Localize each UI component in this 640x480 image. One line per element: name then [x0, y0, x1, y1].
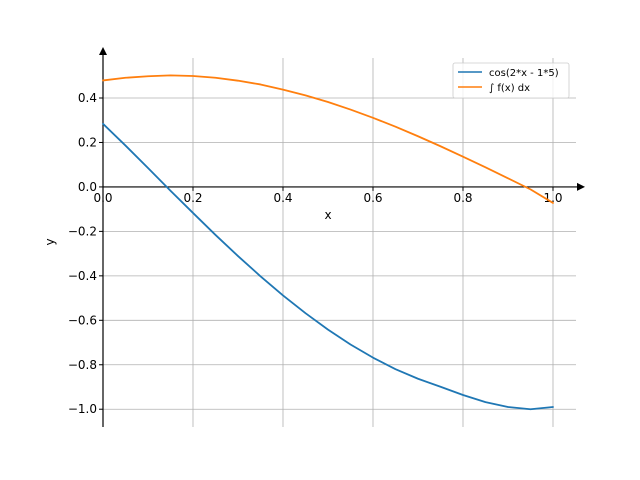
- y-tick-label: −0.4: [68, 269, 97, 283]
- series-lines: [102, 74, 554, 411]
- legend-label-series-1: cos(2*x - 1*5): [489, 68, 559, 79]
- legend: cos(2*x - 1*5) ∫ f(x) dx: [452, 62, 570, 99]
- y-tick-label: −0.6: [68, 313, 97, 327]
- x-tick-label: 0.2: [183, 191, 202, 205]
- x-tick-label: 1.0: [543, 191, 562, 205]
- x-tick-label: 0.0: [93, 191, 112, 205]
- y-tick-label: 0.0: [78, 180, 97, 194]
- y-tick-label: 0.4: [78, 91, 97, 105]
- y-tick-label: −1.0: [68, 402, 97, 416]
- y-tick-label: 0.2: [78, 135, 97, 149]
- ticks: 0.0 0.2 0.4 0.6 0.8 1.0 0.4 0.2 0.0 −0.2 −0.4 −0.6 −…: [68, 91, 563, 416]
- x-tick-label: 0.6: [363, 191, 382, 205]
- y-axis-arrow: [99, 47, 107, 55]
- y-tick-label: −0.2: [68, 224, 97, 238]
- series-line-2: [102, 74, 554, 204]
- legend-label-series-2: ∫ f(x) dx: [489, 83, 530, 94]
- x-axis-arrow: [577, 182, 585, 191]
- x-tick-label: 0.4: [273, 191, 292, 205]
- series-line-1: [102, 122, 554, 411]
- y-tick-label: −0.8: [68, 358, 97, 372]
- x-axis-label: x: [324, 208, 331, 222]
- y-axis-label: y: [43, 238, 57, 245]
- x-tick-label: 0.8: [453, 191, 472, 205]
